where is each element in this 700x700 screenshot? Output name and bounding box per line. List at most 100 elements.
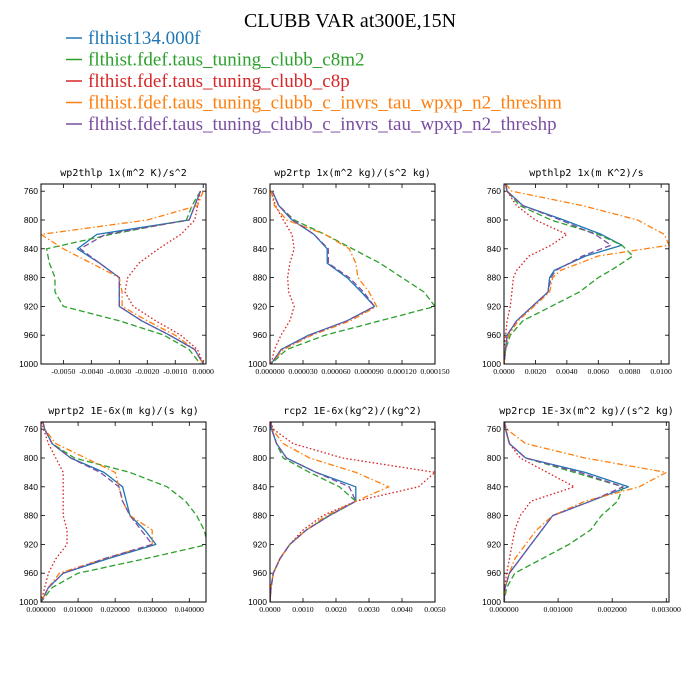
x-tick-label: 0.030000 <box>138 605 167 614</box>
y-tick-label: 1000 <box>248 359 267 369</box>
y-tick-label: 960 <box>253 330 267 340</box>
x-tick-label: 0.001000 <box>543 605 572 614</box>
plot-frame <box>503 183 670 365</box>
y-tick-label: 1000 <box>482 597 501 607</box>
y-tick-label: 1000 <box>248 597 267 607</box>
legend-label-5: flthist.fdef.taus_tuning_clubb_c_invrs_t… <box>88 114 557 135</box>
y-tick-label: 920 <box>253 539 267 549</box>
series-line-2 <box>270 190 435 364</box>
x-tick-label: -0.0010 <box>163 367 187 376</box>
legend-label-4: flthist.fdef.taus_tuning_clubb_c_invrs_t… <box>88 93 562 114</box>
series-group <box>270 190 435 364</box>
series-group <box>504 184 669 364</box>
x-tick-label: 0.0040 <box>556 367 578 376</box>
plot-frame <box>269 183 436 365</box>
y-tick-label: 1000 <box>482 359 501 369</box>
series-group <box>504 422 667 602</box>
panel-1: wp2thlp 1x(m^2 K)/s^2 760 800 840 880 920 960 1… <box>19 168 214 376</box>
x-tick-label: 0.0100 <box>650 367 672 376</box>
x-tick-label: 0.000090 <box>354 367 383 376</box>
x-tick-label: 0.0020 <box>525 367 547 376</box>
x-tick-label: -0.0030 <box>107 367 131 376</box>
panel-title: wp2rcp 1E-3x(m^2 kg)/(s^2 kg) <box>499 406 674 417</box>
x-tick-label: 0.000000 <box>26 605 55 614</box>
y-tick-label: 760 <box>487 186 501 196</box>
series-line-2 <box>504 422 624 602</box>
series-line-1 <box>270 422 357 602</box>
x-tick-label: 0.0020 <box>325 605 347 614</box>
series-group <box>41 190 204 364</box>
y-tick-label: 760 <box>24 186 38 196</box>
panel-6: wp2rcp 1E-3x(m^2 kg)/(s^2 kg) 760 800 840 88… <box>482 406 681 614</box>
x-tick-label: 0.0050 <box>424 605 446 614</box>
y-tick-label: 800 <box>253 215 267 225</box>
y-tick-label: 960 <box>487 568 501 578</box>
series-line-2 <box>45 190 201 364</box>
legend: flthist134.000fflthist.fdef.taus_tuning_… <box>66 28 562 135</box>
plot-frame <box>40 183 207 365</box>
panel-title: wp2rtp 1x(m^2 kg)/(s^2 kg) <box>274 168 431 179</box>
y-tick-label: 760 <box>253 424 267 434</box>
x-tick-label: 0.040000 <box>175 605 204 614</box>
series-line-2 <box>41 422 206 602</box>
plot-frame <box>40 421 207 603</box>
series-line-3 <box>270 422 435 602</box>
panel-grid: wp2thlp 1x(m^2 K)/s^2 760 800 840 880 920 960 1… <box>19 168 681 614</box>
y-tick-label: 800 <box>487 215 501 225</box>
x-tick-label: 0.000060 <box>321 367 350 376</box>
panel-5: rcp2 1E-6x(kg^2)/(kg^2) 760 800 840 880 920 96… <box>248 406 446 614</box>
y-tick-label: 760 <box>24 424 38 434</box>
y-tick-label: 880 <box>24 511 38 521</box>
x-tick-label: 0.0060 <box>588 367 610 376</box>
y-tick-label: 960 <box>487 330 501 340</box>
panel-title: wp2thlp 1x(m^2 K)/s^2 <box>60 168 186 179</box>
x-tick-label: 0.010000 <box>63 605 92 614</box>
x-tick-label: 0.0010 <box>292 605 314 614</box>
figure-title: CLUBB VAR at300E,15N <box>244 10 456 32</box>
x-tick-label: 0.000120 <box>387 367 416 376</box>
legend-label-2: flthist.fdef.taus_tuning_clubb_c8m2 <box>88 50 365 71</box>
y-tick-label: 800 <box>253 453 267 463</box>
series-line-5 <box>270 422 357 602</box>
y-tick-label: 800 <box>24 215 38 225</box>
y-tick-label: 960 <box>24 568 38 578</box>
x-tick-label: 0.002000 <box>598 605 627 614</box>
y-tick-label: 760 <box>253 186 267 196</box>
panel-title: rcp2 1E-6x(kg^2)/(kg^2) <box>283 406 421 417</box>
series-line-3 <box>270 191 295 364</box>
x-tick-label: -0.0040 <box>79 367 103 376</box>
y-tick-label: 920 <box>253 301 267 311</box>
y-tick-label: 800 <box>487 453 501 463</box>
panel-2: wp2rtp 1x(m^2 kg)/(s^2 kg) 760 800 840 880 92… <box>248 168 450 376</box>
plot-frame <box>269 421 436 603</box>
series-line-3 <box>504 422 575 602</box>
y-tick-label: 880 <box>24 273 38 283</box>
series-line-4 <box>270 191 378 364</box>
x-tick-label: 0.0030 <box>358 605 380 614</box>
panel-3: wpthlp2 1x(m K^2)/s 760 800 840 880 920 960 100… <box>482 168 672 376</box>
series-line-4 <box>504 184 669 364</box>
series-line-5 <box>79 190 204 364</box>
x-tick-label: -0.0050 <box>51 367 75 376</box>
y-tick-label: 840 <box>253 244 267 254</box>
panel-title: wpthlp2 1x(m K^2)/s <box>529 168 643 179</box>
y-tick-label: 920 <box>487 301 501 311</box>
y-tick-label: 960 <box>253 568 267 578</box>
x-tick-label: -0.0020 <box>135 367 159 376</box>
y-tick-label: 920 <box>24 539 38 549</box>
y-tick-label: 880 <box>253 511 267 521</box>
x-tick-label: 0.000000 <box>489 605 518 614</box>
y-tick-label: 1000 <box>19 597 38 607</box>
y-tick-label: 880 <box>253 273 267 283</box>
y-tick-label: 840 <box>24 482 38 492</box>
y-tick-label: 800 <box>24 453 38 463</box>
y-tick-label: 880 <box>487 273 501 283</box>
series-line-3 <box>124 191 204 364</box>
x-tick-label: 0.0000 <box>192 367 214 376</box>
y-tick-label: 760 <box>487 424 501 434</box>
y-tick-label: 920 <box>487 539 501 549</box>
series-line-4 <box>504 422 667 602</box>
y-tick-label: 960 <box>24 330 38 340</box>
y-tick-label: 880 <box>487 511 501 521</box>
plot-frame <box>503 421 670 603</box>
